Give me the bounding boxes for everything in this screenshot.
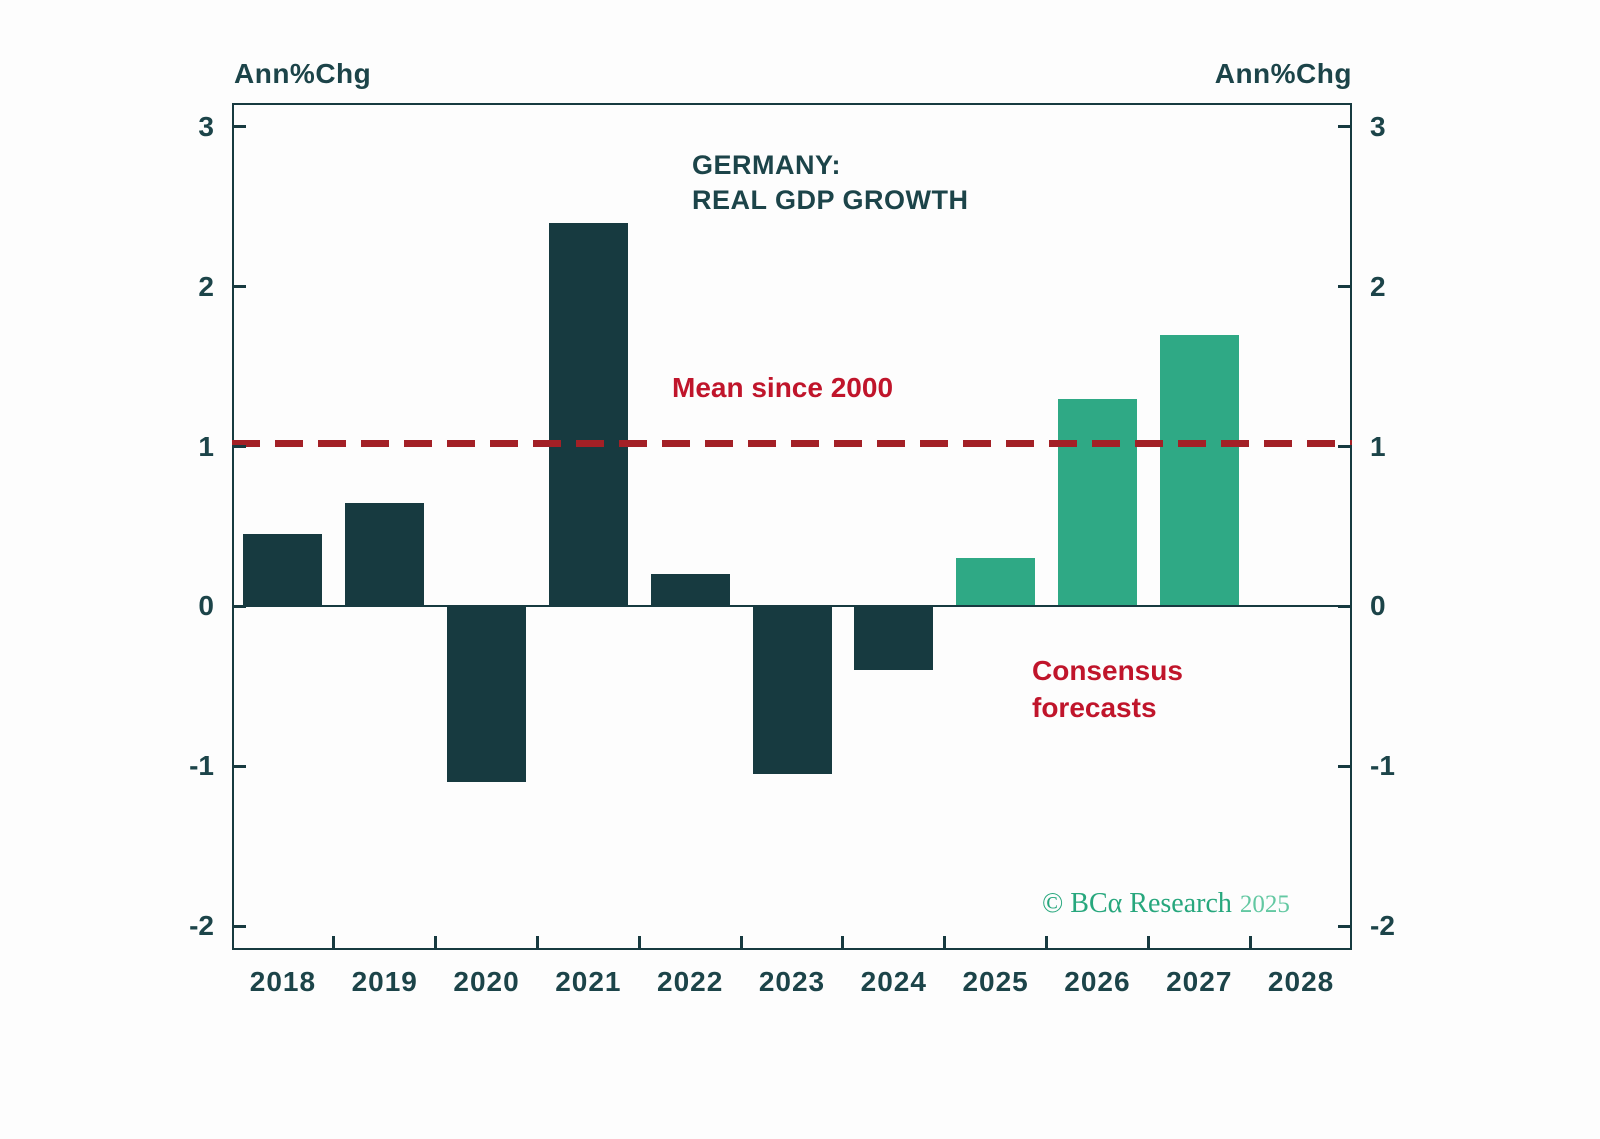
bar-2022 [650,574,730,607]
bar-2027 [1159,334,1239,607]
x-tick-label-2020: 2020 [453,966,520,997]
copyright: © BCα Research 2025 [1042,888,1290,920]
y-tick-right [1338,125,1352,129]
x-tick [841,936,845,950]
y-tick-right [1338,285,1352,289]
chart-title-line2: REAL GDP GROWTH [692,185,969,215]
y-tick-right [1338,604,1352,608]
bar-2019 [345,502,425,607]
bar-2018 [243,534,323,607]
y-tick-left [232,125,246,129]
x-tick-label-2025: 2025 [962,966,1029,997]
y-tick-label-right: 3 [1370,110,1386,142]
bar-2024 [854,606,934,671]
x-tick-label-2022: 2022 [657,966,724,997]
x-tick-label-2021: 2021 [555,966,622,997]
consensus-forecast-label-line2: forecasts [1032,692,1157,723]
x-tick [1146,936,1150,950]
y-tick-label-right: 1 [1370,430,1386,462]
x-tick [1045,936,1049,950]
x-tick [332,936,336,950]
x-tick [637,936,641,950]
y-tick-label-left: 2 [198,270,214,302]
copyright-year: 2025 [1239,891,1290,918]
bar-2021 [548,222,628,607]
x-tick [434,936,438,950]
y-tick-label-right: 2 [1370,270,1386,302]
x-tick-label-2019: 2019 [351,966,418,997]
y-tick-left [232,764,246,768]
y-tick-label-right: -1 [1370,750,1395,782]
y-tick-left [232,285,246,289]
y-tick-right [1338,764,1352,768]
chart-title-line1: GERMANY: [692,150,841,180]
y-tick-label-left: -1 [189,750,214,782]
zero-axis-line [232,605,1352,608]
x-tick [739,936,743,950]
x-tick-label-2026: 2026 [1064,966,1131,997]
consensus-forecast-label: Consensus forecasts [1032,652,1183,726]
plot-area [232,103,1352,950]
y-tick-label-left: 3 [198,110,214,142]
mean-since-2000-line [232,440,1352,448]
x-tick-label-2027: 2027 [1166,966,1233,997]
bar-2025 [956,558,1036,607]
bar-2023 [752,606,832,775]
mean-line-label: Mean since 2000 [672,372,894,403]
y-tick-label-right: 0 [1370,590,1386,622]
chart-title: GERMANY: REAL GDP GROWTH [692,148,969,218]
x-tick [1248,936,1252,950]
y-tick-right [1338,924,1352,928]
y-axis-unit-right: Ann%Chg [1214,58,1352,89]
y-tick-label-right: -2 [1370,910,1395,942]
x-tick [943,936,947,950]
x-tick-label-2024: 2024 [860,966,927,997]
y-tick-left [232,445,246,449]
y-tick-label-left: -2 [189,910,214,942]
bar-2020 [447,606,527,783]
copyright-brand: © BCα Research [1042,888,1232,919]
x-tick-label-2018: 2018 [249,966,317,997]
x-tick [535,936,539,950]
consensus-forecast-label-line1: Consensus [1032,655,1183,686]
y-axis-unit-left: Ann%Chg [234,58,372,89]
bar-2026 [1057,398,1137,607]
y-tick-left [232,604,246,608]
y-tick-label-left: 1 [198,430,214,462]
y-tick-left [232,924,246,928]
x-tick-label-2023: 2023 [758,966,826,997]
y-tick-label-left: 0 [198,590,214,622]
x-tick-label-2028: 2028 [1267,966,1335,997]
y-tick-right [1338,445,1352,449]
